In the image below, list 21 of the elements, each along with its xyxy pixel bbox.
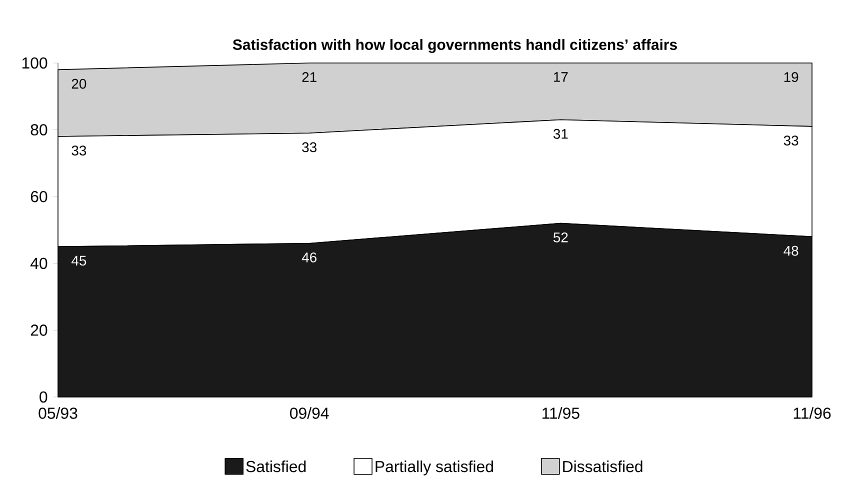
x-tick-label: 05/93: [38, 407, 78, 419]
y-tick-label: 0: [40, 391, 48, 403]
data-label: 45: [72, 256, 86, 266]
x-tick-label: 11/96: [794, 407, 831, 419]
data-label: 33: [72, 146, 86, 156]
y-tick-label: 80: [30, 124, 48, 136]
data-label: 33: [784, 136, 798, 146]
x-tick-label: 09/94: [290, 407, 329, 419]
legend-label: Dissatisfied: [563, 460, 642, 472]
data-label: 48: [784, 246, 798, 256]
y-tick-label: 40: [30, 258, 48, 270]
chart-title: Satisfaction with how local governments handl citizens’ affairs: [232, 38, 677, 53]
y-tick-label: 20: [30, 324, 48, 336]
y-tick-label: 60: [30, 190, 48, 202]
data-label: 52: [553, 232, 568, 242]
legend-label: Satisfied: [246, 460, 306, 472]
data-label: 46: [302, 252, 316, 262]
data-label: 33: [302, 142, 316, 152]
x-tick-label: 11/95: [542, 407, 580, 419]
y-tick-label: 100: [22, 57, 48, 69]
legend-label: Partially satisfied: [376, 460, 493, 476]
